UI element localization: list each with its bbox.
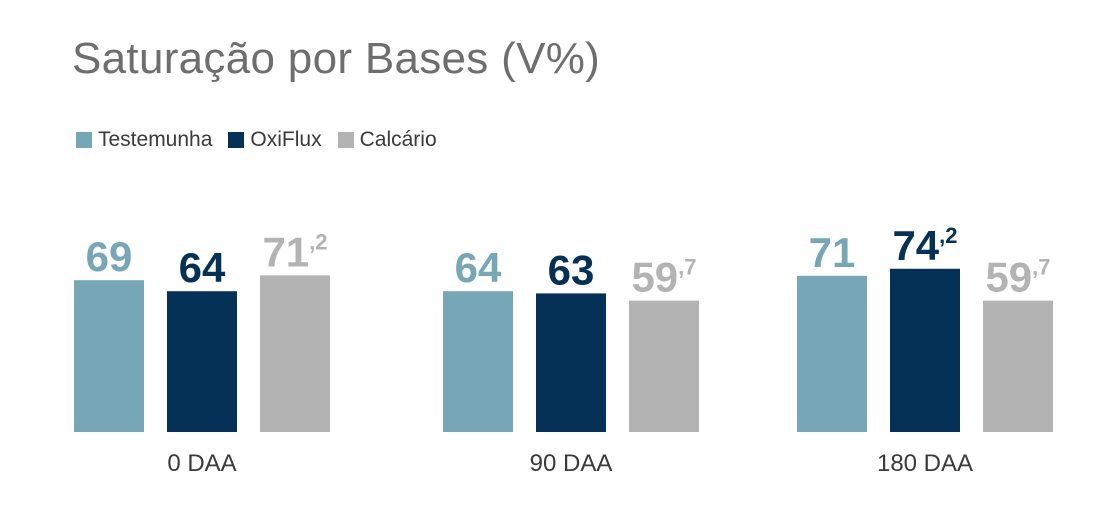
legend-label-calcario: Calcário [359, 128, 437, 151]
bar-oxiflux-90-daa [536, 293, 606, 432]
data-label-oxiflux-180-daa: 74,2 [892, 222, 957, 269]
bar-oxiflux-180-daa [890, 268, 960, 432]
bar-calcario-0-daa [260, 275, 330, 432]
category-label-90-daa: 90 DAA [530, 450, 613, 477]
category-label-180-daa: 180 DAA [877, 450, 973, 477]
bar-oxiflux-0-daa [167, 291, 237, 432]
legend-label-testemunha: Testemunha [98, 128, 213, 151]
bar-testemunha-180-daa [797, 275, 867, 432]
data-label-calcario-180-daa: 59,7 [985, 254, 1050, 301]
data-label-oxiflux-0-daa: 64 [179, 244, 226, 291]
data-label-testemunha-180-daa: 71 [809, 229, 856, 276]
data-label-calcario-0-daa: 71,2 [262, 228, 327, 275]
data-label-calcario-90-daa: 59,7 [631, 254, 696, 301]
legend-swatch-testemunha [76, 132, 92, 148]
legend-swatch-calcario [337, 132, 354, 148]
legend-label-oxiflux: OxiFlux [250, 128, 322, 151]
data-label-testemunha-90-daa: 64 [455, 244, 502, 291]
bar-calcario-90-daa [629, 300, 699, 432]
chart-title: Saturação por Bases (V%) [72, 34, 601, 83]
bar-calcario-180-daa [983, 300, 1053, 432]
legend-item-calcario: Calcário [337, 128, 437, 152]
legend-item-oxiflux: OxiFlux [228, 128, 322, 152]
category-label-0-daa: 0 DAA [167, 450, 236, 477]
data-label-testemunha-0-daa: 69 [86, 233, 133, 280]
legend-swatch-oxiflux [228, 132, 245, 148]
bar-testemunha-90-daa [443, 291, 513, 432]
bar-testemunha-0-daa [74, 280, 144, 432]
legend: Testemunha OxiFlux Calcário [76, 128, 437, 152]
data-label-oxiflux-90-daa: 63 [548, 246, 595, 293]
legend-item-testemunha: Testemunha [76, 128, 212, 152]
